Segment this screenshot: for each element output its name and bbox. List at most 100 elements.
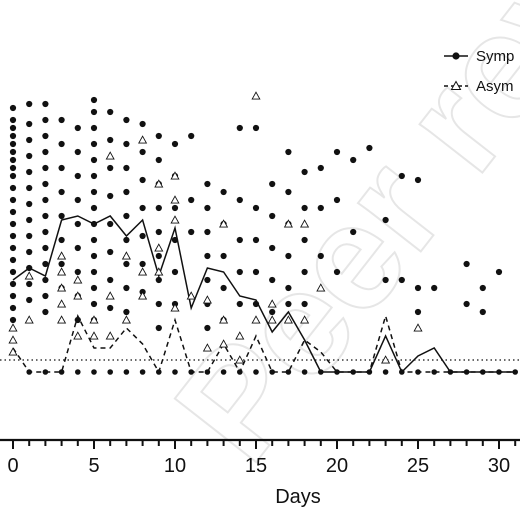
point-symp <box>107 248 114 256</box>
point-symp <box>58 212 65 220</box>
point-symp <box>9 116 17 124</box>
point-symp <box>26 264 33 272</box>
point-symp <box>301 204 308 212</box>
point-symp <box>42 276 49 284</box>
point-asym <box>202 343 212 352</box>
point-symp <box>171 236 179 244</box>
x-tick-label: 25 <box>407 455 429 477</box>
point-asym <box>235 331 245 340</box>
point-symp <box>26 248 33 256</box>
point-asym <box>251 91 261 100</box>
point-symp <box>90 300 98 308</box>
point-symp <box>350 156 357 164</box>
point-symp <box>123 284 130 292</box>
point-baseline <box>156 369 162 375</box>
point-symp <box>9 232 17 240</box>
point-asym <box>154 267 164 276</box>
point-symp <box>236 300 243 308</box>
point-symp <box>317 252 324 260</box>
legend-entry-asym: Asym <box>444 78 514 95</box>
point-symp <box>42 308 49 316</box>
point-symp <box>74 220 81 228</box>
point-asym <box>219 219 229 228</box>
point-symp <box>42 292 49 300</box>
point-symp <box>90 204 98 212</box>
point-symp <box>285 300 292 308</box>
point-asym <box>413 323 423 332</box>
point-baseline <box>382 369 389 375</box>
point-asym <box>138 267 148 276</box>
point-baseline <box>237 369 243 375</box>
point-asym <box>186 291 196 300</box>
point-baseline <box>139 369 146 375</box>
point-symp <box>236 268 243 276</box>
point-symp <box>171 204 179 212</box>
point-symp <box>9 132 17 140</box>
point-symp <box>414 284 422 292</box>
point-symp <box>204 204 211 212</box>
point-symp <box>139 232 146 240</box>
point-baseline <box>107 369 113 375</box>
x-axis-title: Days <box>275 486 321 508</box>
point-asym <box>57 267 67 276</box>
point-symp <box>107 136 114 144</box>
point-symp <box>398 172 405 180</box>
point-symp <box>252 268 260 276</box>
point-symp <box>301 300 308 308</box>
point-symp <box>58 236 65 244</box>
legend-label-asym: Asym <box>476 78 514 95</box>
point-symp <box>107 220 114 228</box>
point-baseline <box>496 369 502 375</box>
point-symp <box>414 176 422 184</box>
point-baseline <box>26 369 32 375</box>
point-symp <box>90 268 98 276</box>
point-symp <box>155 324 162 332</box>
point-baseline <box>318 369 324 375</box>
point-symp <box>90 236 98 244</box>
point-symp <box>204 180 211 188</box>
point-symp <box>269 308 276 316</box>
point-symp <box>204 324 211 332</box>
point-asym <box>267 315 277 324</box>
point-asym <box>251 315 261 324</box>
legend: Symp Asym <box>444 48 514 95</box>
point-symp <box>317 204 324 212</box>
point-symp <box>107 304 114 312</box>
point-asym <box>121 315 131 324</box>
point-baseline <box>366 369 373 375</box>
point-symp <box>42 164 49 172</box>
point-symp <box>42 100 49 108</box>
point-symp <box>366 144 373 152</box>
point-symp <box>9 196 17 204</box>
point-symp <box>204 252 211 260</box>
point-symp <box>333 268 341 276</box>
point-symp <box>204 228 211 236</box>
point-symp <box>285 188 292 196</box>
point-symp <box>9 292 17 300</box>
point-baseline <box>301 369 308 375</box>
point-symp <box>42 116 49 124</box>
point-symp <box>107 192 114 200</box>
point-symp <box>42 196 49 204</box>
point-symp <box>285 284 292 292</box>
point-symp <box>107 164 114 172</box>
point-symp <box>123 164 130 172</box>
point-baseline <box>399 369 405 375</box>
point-baseline <box>220 369 227 375</box>
point-asym <box>105 151 115 160</box>
point-baseline <box>431 369 438 375</box>
legend-asym-marker <box>450 80 462 90</box>
point-symp <box>42 132 49 140</box>
point-symp <box>9 244 17 252</box>
point-symp <box>139 176 146 184</box>
point-symp <box>42 180 49 188</box>
point-symp <box>9 148 17 156</box>
point-symp <box>9 208 17 216</box>
point-symp <box>26 232 33 240</box>
point-asym <box>219 315 229 324</box>
point-asym <box>89 315 99 324</box>
point-asym <box>57 299 67 308</box>
point-symp <box>431 284 438 292</box>
point-symp <box>90 220 98 228</box>
point-symp <box>74 172 81 180</box>
